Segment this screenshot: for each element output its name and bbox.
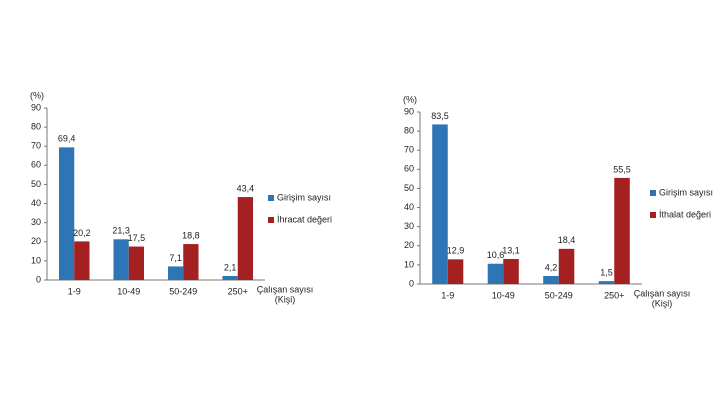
y-tick-label: 80 xyxy=(404,125,414,135)
y-tick-label: 70 xyxy=(404,145,414,155)
y-tick-label: 40 xyxy=(404,202,414,212)
bar xyxy=(74,241,90,280)
y-tick-label: 20 xyxy=(404,240,414,250)
value-label: 83,5 xyxy=(431,111,449,121)
bar xyxy=(58,147,75,280)
x-tick-label: 250+ xyxy=(228,286,248,296)
value-label: 1,5 xyxy=(600,268,613,278)
x-tick-label: 10-49 xyxy=(117,286,140,296)
y-tick-label: 60 xyxy=(31,160,41,170)
value-label: 43,4 xyxy=(237,183,255,193)
value-label: 12,9 xyxy=(447,246,465,256)
value-label: 2,1 xyxy=(224,262,237,272)
value-label: 18,4 xyxy=(558,235,576,245)
value-label: 13,1 xyxy=(502,245,520,255)
x-tick-label: 1-9 xyxy=(441,290,454,300)
value-label: 4,2 xyxy=(545,262,558,272)
y-tick-label: 90 xyxy=(31,102,41,112)
y-tick-label: 10 xyxy=(404,259,414,269)
value-label: 21,3 xyxy=(112,226,130,236)
bar xyxy=(558,248,575,284)
legend-label: Girişim sayısı xyxy=(659,187,713,197)
y-axis-title: (%) xyxy=(403,94,417,104)
bar xyxy=(222,275,238,280)
value-label: 20,2 xyxy=(73,228,91,238)
value-label: 55,5 xyxy=(613,164,631,174)
value-label: 10,6 xyxy=(487,250,505,260)
y-tick-label: 30 xyxy=(404,221,414,231)
legend-label: İthalat değeri xyxy=(659,209,711,219)
value-label: 17,5 xyxy=(128,233,146,243)
value-label: 69,4 xyxy=(58,134,76,144)
legend-swatch xyxy=(268,195,274,201)
x-axis-title: (Kişi) xyxy=(652,298,673,308)
legend-label: Girişim sayısı xyxy=(277,192,331,202)
y-tick-label: 50 xyxy=(404,183,414,193)
x-tick-label: 50-249 xyxy=(545,290,573,300)
x-tick-label: 250+ xyxy=(604,290,624,300)
x-axis-title: (Kişi) xyxy=(275,294,296,304)
bar xyxy=(447,259,464,284)
y-tick-label: 80 xyxy=(31,121,41,131)
y-tick-label: 50 xyxy=(31,179,41,189)
y-tick-label: 70 xyxy=(31,141,41,151)
legend-swatch xyxy=(650,190,656,196)
y-tick-label: 0 xyxy=(409,278,414,288)
y-tick-label: 0 xyxy=(36,274,41,284)
x-tick-label: 1-9 xyxy=(68,286,81,296)
bar xyxy=(503,258,519,284)
y-tick-label: 20 xyxy=(31,236,41,246)
legend-swatch xyxy=(650,212,656,218)
x-axis-title: Çalışan sayısı xyxy=(634,288,691,298)
bar xyxy=(183,244,199,280)
bar xyxy=(432,124,448,284)
bar xyxy=(487,263,504,284)
bar xyxy=(167,266,184,280)
y-tick-label: 60 xyxy=(404,164,414,174)
value-label: 18,8 xyxy=(182,230,200,240)
bar xyxy=(113,239,129,280)
bar xyxy=(543,275,559,284)
y-tick-label: 40 xyxy=(31,198,41,208)
legend-label: İhracat değeri xyxy=(277,214,332,224)
y-tick-label: 30 xyxy=(31,217,41,227)
x-tick-label: 50-249 xyxy=(169,286,197,296)
y-tick-label: 10 xyxy=(31,255,41,265)
bar xyxy=(128,246,145,280)
y-tick-label: 90 xyxy=(404,106,414,116)
x-tick-label: 10-49 xyxy=(492,290,515,300)
bar xyxy=(598,281,615,284)
bar xyxy=(237,197,254,280)
y-axis-title: (%) xyxy=(30,90,44,100)
legend-swatch xyxy=(268,217,274,223)
bar xyxy=(614,177,630,284)
value-label: 7,1 xyxy=(169,253,182,263)
x-axis-title: Çalışan sayısı xyxy=(257,284,314,294)
